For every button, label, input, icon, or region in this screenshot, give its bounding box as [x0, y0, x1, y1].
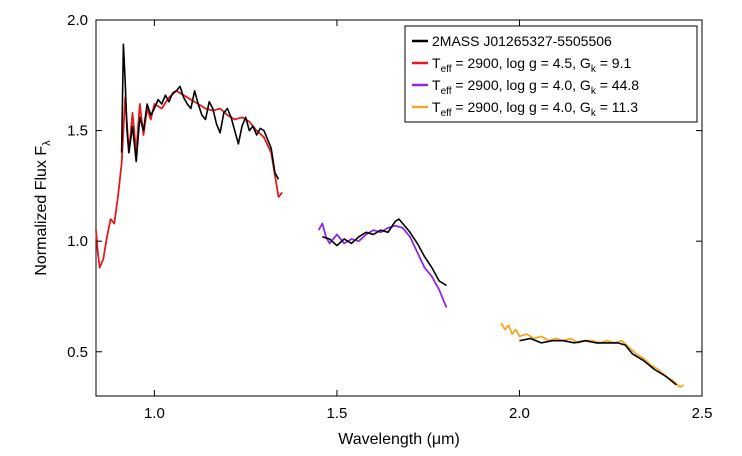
y-tick-label: 2.0 [67, 12, 88, 29]
legend-label: 2MASS J01265327-5505506 [432, 33, 612, 49]
y-tick-label: 1.5 [67, 123, 88, 140]
legend: 2MASS J01265327-5505506 Teff = 2900, log … [404, 25, 698, 123]
y-axis-ticks: 0.5 1.0 1.5 2.0 [67, 12, 702, 361]
x-tick-label: 1.0 [144, 405, 165, 422]
series-line [322, 218, 447, 287]
x-axis-title: Wavelength (μm) [338, 431, 460, 448]
x-axis-ticks: 1.0 1.5 2.0 2.5 [144, 20, 712, 422]
legend-label: Teff = 2900, log g = 4.0, Gk = 11.3 [432, 99, 638, 119]
series-group [95, 43, 685, 389]
y-tick-label: 1.0 [67, 233, 88, 250]
plot-area [95, 19, 703, 397]
series-line [120, 43, 280, 180]
plot-frame [95, 19, 703, 397]
x-tick-label: 2.5 [692, 405, 713, 422]
series-line [317, 222, 448, 308]
y-axis-title: Normalized Flux Fλ [33, 140, 53, 276]
legend-box [404, 25, 698, 123]
legend-label: Teff = 2900, log g = 4.5, Gk = 9.1 [432, 55, 631, 75]
x-tick-label: 1.5 [327, 405, 348, 422]
series-line [95, 89, 283, 269]
y-tick-label: 0.5 [67, 344, 88, 361]
series-line [519, 337, 677, 386]
x-tick-label: 2.0 [509, 405, 530, 422]
series-line [500, 322, 685, 389]
legend-label: Teff = 2900, log g = 4.0, Gk = 44.8 [432, 77, 639, 97]
